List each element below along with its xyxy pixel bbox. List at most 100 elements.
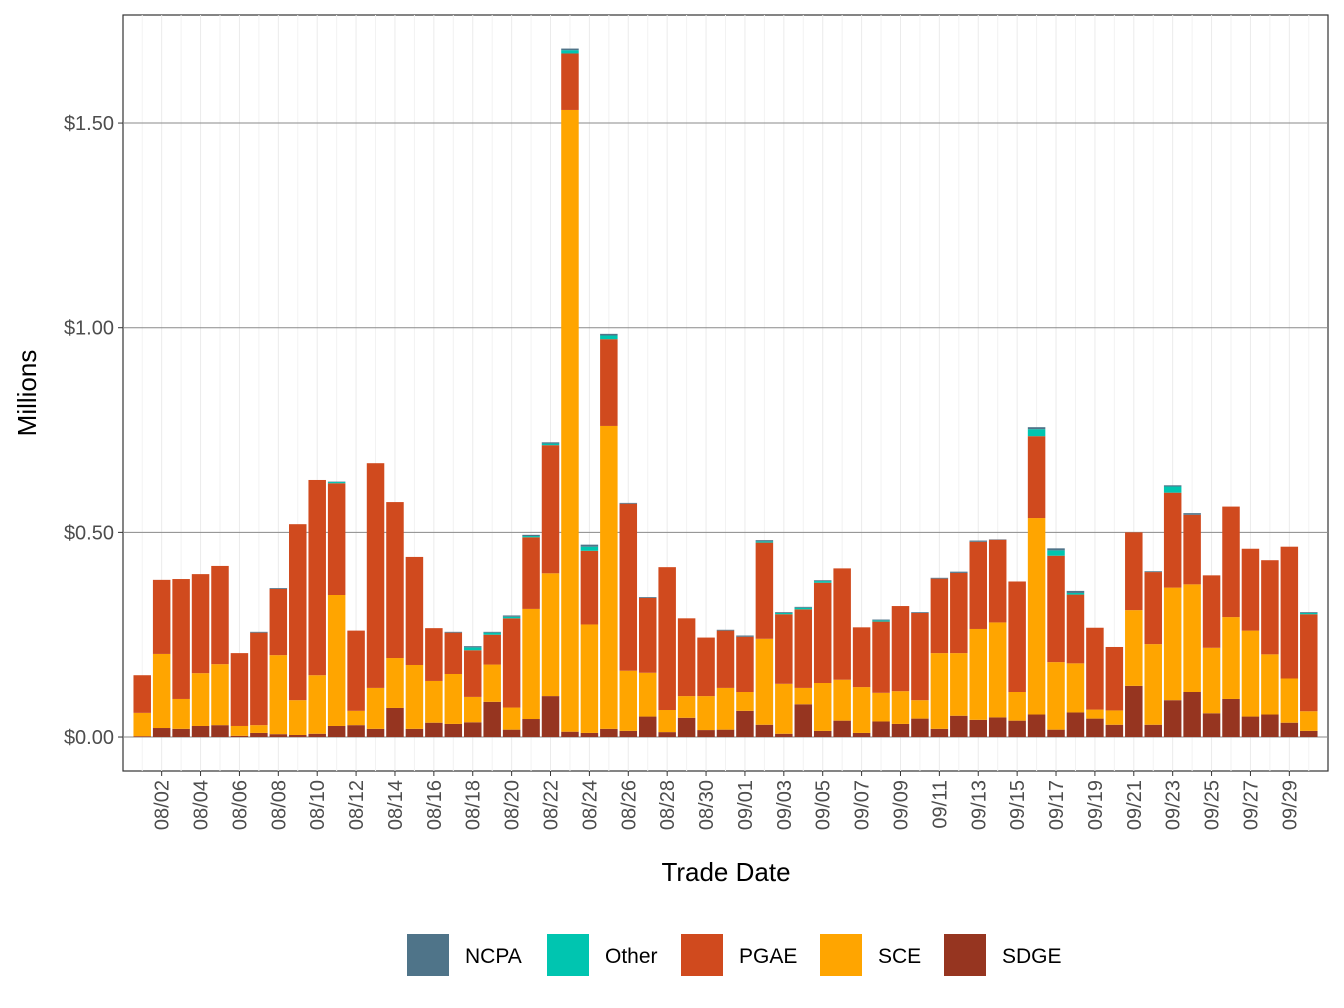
bar-segment (191, 574, 210, 674)
bar-segment (1086, 709, 1104, 719)
bar-segment (1086, 718, 1104, 738)
bar-segment (775, 613, 793, 615)
bar-segment (502, 618, 521, 708)
bar-segment (463, 696, 482, 723)
bar-segment (230, 735, 249, 738)
bar-segment (463, 722, 482, 738)
bar-segment (638, 716, 657, 738)
bar-segment (1261, 714, 1279, 738)
bar-segment (1222, 506, 1240, 618)
y-axis-title: Millions (12, 350, 42, 437)
bar-segment (541, 443, 560, 446)
bar-segment (600, 425, 618, 729)
bar-segment (1125, 610, 1143, 686)
bar-segment (619, 503, 638, 671)
bar-segment (1300, 614, 1318, 712)
bar-segment (1008, 692, 1026, 721)
bar-segment (872, 620, 890, 622)
bar-segment (425, 722, 443, 738)
bar-segment (541, 573, 560, 697)
x-axis-title: Trade Date (661, 857, 790, 887)
bar-segment (1202, 647, 1221, 714)
bar-segment (1163, 486, 1182, 493)
bar-segment (1222, 698, 1240, 738)
bar-segment (677, 717, 696, 738)
bar-segment (502, 707, 521, 730)
bar-segment (308, 479, 326, 676)
bar-segment (619, 502, 638, 504)
bar-segment (1261, 560, 1279, 655)
bar-segment (755, 724, 774, 738)
bar-segment (658, 567, 676, 711)
bar-segment (716, 630, 735, 688)
bar-segment (1261, 654, 1279, 715)
bar-segment (600, 339, 618, 426)
bar-segment (697, 730, 715, 738)
bar-segment (1241, 716, 1260, 738)
bar-segment (211, 725, 229, 738)
y-tick-label: $1.50 (64, 113, 114, 135)
x-tick-label: 09/21 (1124, 780, 1146, 830)
bar-segment (619, 670, 638, 731)
bar-segment (405, 556, 424, 665)
legend-label: SCE (878, 945, 921, 968)
bar-segment (697, 696, 715, 731)
bar-segment (580, 544, 599, 547)
bar-segment (522, 608, 540, 720)
bar-segment (425, 628, 443, 681)
bar-segment (541, 696, 560, 738)
bar-segment (1066, 712, 1085, 738)
bar-segment (755, 542, 774, 639)
bar-segment (347, 725, 365, 738)
y-tick-label: $0.00 (64, 727, 114, 749)
bar-segment (386, 658, 404, 708)
bar-segment (1300, 711, 1318, 731)
x-tick-label: 08/16 (424, 780, 446, 830)
bar-segment (1105, 646, 1124, 711)
bar-segment (716, 729, 735, 738)
bar-segment (1163, 492, 1182, 588)
bar-segment (969, 540, 988, 542)
bar-segment (775, 612, 793, 614)
bar-segment (1163, 485, 1182, 487)
bar-segment (794, 609, 813, 688)
bar-segment (250, 732, 268, 738)
x-tick-label: 09/19 (1085, 780, 1107, 830)
x-tick-label: 08/24 (579, 780, 601, 830)
bar-segment (327, 725, 346, 738)
bar-segment (386, 707, 404, 738)
bar-segment (444, 723, 463, 738)
bar-segment (1027, 714, 1046, 738)
bar-segment (580, 732, 599, 738)
bar-segment (755, 541, 774, 543)
bar-segment (522, 719, 540, 738)
bar-segment (463, 646, 482, 648)
bar-segment (794, 606, 813, 608)
legend-swatch (547, 934, 589, 976)
bar-segment (1125, 532, 1143, 611)
x-tick-label: 09/01 (735, 780, 757, 830)
bar-segment (794, 704, 813, 738)
bar-segment (638, 672, 657, 717)
bar-segment (405, 664, 424, 729)
bar-segment (872, 621, 890, 693)
bar-segment (1047, 548, 1065, 551)
bar-segment (1280, 722, 1299, 738)
bar-segment (152, 653, 171, 729)
bar-segment (541, 442, 560, 444)
legend-swatch (681, 934, 723, 976)
bar-segment (463, 647, 482, 651)
bar-segment (813, 581, 832, 583)
bar-segment (969, 628, 988, 720)
x-tick-label: 09/23 (1163, 780, 1185, 830)
bar-segment (1027, 429, 1046, 437)
bar-segment (988, 717, 1007, 738)
bar-segment (250, 632, 268, 726)
bar-segment (930, 578, 949, 654)
legend-swatch (944, 934, 986, 976)
bar-segment (600, 335, 618, 340)
bar-segment (1183, 692, 1201, 738)
bar-segment (736, 710, 754, 738)
bar-segment (658, 732, 676, 738)
bar-segment (463, 650, 482, 697)
